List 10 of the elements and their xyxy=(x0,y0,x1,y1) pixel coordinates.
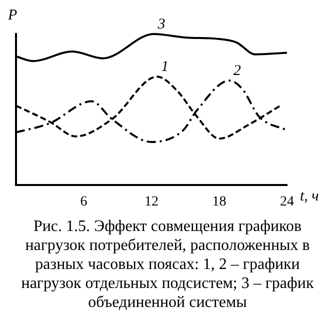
x-axis-title: t, ч xyxy=(300,188,319,205)
series-label: 3 xyxy=(156,16,166,32)
series-label: 2 xyxy=(233,63,242,80)
series-label: 1 xyxy=(161,59,169,76)
y-axis-title: P xyxy=(7,7,18,24)
x-tick-label: 6 xyxy=(80,194,88,210)
text: Рис. 1.5. Эффект совмещения графиков нагрузок потребителей, расположенных в разных часовых поясах: 1, 2 – графики нагрузок отдельных подсистем; 3 – график объединенной системы xyxy=(20,217,315,312)
x-tick-label: 24 xyxy=(280,194,294,210)
x-tick-label: 18 xyxy=(212,194,226,210)
x-tick-label: 12 xyxy=(144,194,158,210)
